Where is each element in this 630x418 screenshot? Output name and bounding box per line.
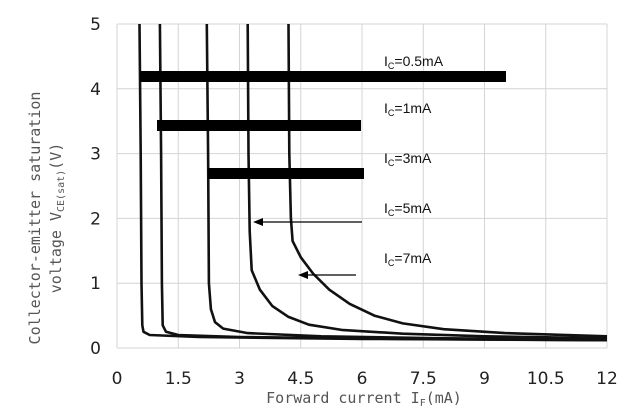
x-tick-label-6: 9: [479, 369, 490, 389]
y-axis-title-line2: voltage VCE(sat)(V): [47, 143, 67, 294]
x-axis-title: Forward current IF(mA): [266, 389, 462, 409]
x-tick-label-7: 10.5: [527, 369, 565, 389]
curves: [138, 23, 608, 342]
x-tick-label-3: 4.5: [287, 369, 314, 389]
y-tick-label-5: 5: [90, 15, 101, 35]
series-label-0: IC=0.5mA: [384, 53, 444, 71]
x-tick-label-0: 0: [112, 369, 123, 389]
x-tick-label-8: 12: [596, 369, 618, 389]
series-line-1: [158, 23, 608, 342]
redaction-bar-1: [157, 120, 361, 131]
y-tick-label-0: 0: [90, 339, 101, 359]
x-tick-label-2: 3: [234, 369, 245, 389]
series-label-3: IC=5mA: [384, 200, 432, 218]
arrow-head-0: [253, 218, 263, 226]
x-tick-label-1: 1.5: [165, 369, 192, 389]
series-label-2: IC=3mA: [384, 150, 432, 168]
annotations: IC=0.5mA IC=1mA IC=3mA IC=5mA IC=7mA: [140, 53, 506, 279]
redaction-bar-2: [208, 168, 364, 179]
x-tick-label-5: 7.5: [410, 369, 437, 389]
series-label-4: IC=7mA: [384, 250, 432, 268]
redaction-bar-0: [140, 71, 506, 82]
y-tick-label-2: 2: [90, 209, 101, 229]
series-label-1: IC=1mA: [384, 100, 432, 118]
y-tick-label-3: 3: [90, 145, 101, 165]
series-line-4: [287, 23, 608, 338]
arrow-head-1: [298, 271, 308, 279]
series-line-2: [205, 23, 608, 341]
y-tick-label-1: 1: [90, 274, 101, 294]
series-line-3: [246, 23, 608, 340]
y-axis-title-line1: Collector-emitter saturation: [26, 92, 44, 345]
y-axis-title: Collector-emitter saturation voltage VCE…: [26, 92, 67, 345]
x-tick-label-4: 6: [357, 369, 368, 389]
y-tick-label-4: 4: [90, 80, 101, 100]
